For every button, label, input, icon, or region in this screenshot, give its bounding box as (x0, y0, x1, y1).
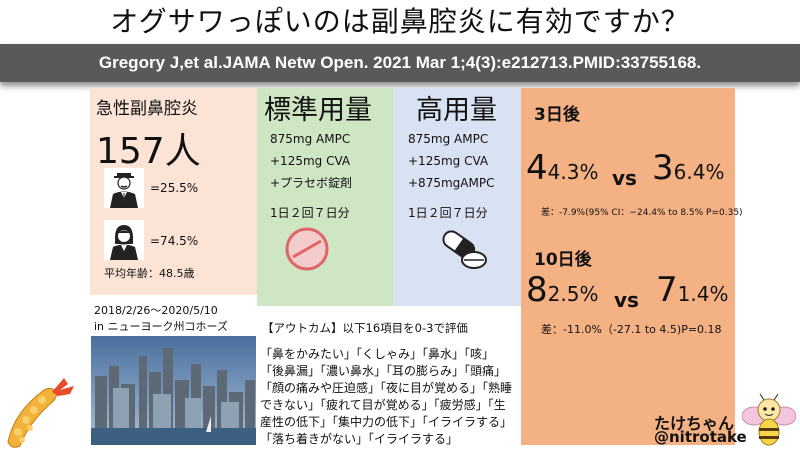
shrimp-tempura-illustration (0, 372, 80, 450)
day10-label: 10日後 (534, 250, 592, 270)
day10-standard-lead: 8 (526, 270, 548, 310)
high-dose-schedule: 1日２回７日分 (408, 206, 488, 220)
high-dose-panel (393, 88, 521, 306)
page-title: オグサワっぽいのは副鼻腔炎に有効ですか？ (110, 5, 690, 38)
author-name: たけちゃん (654, 414, 735, 433)
high-dose-line-1: 875mg AMPC (408, 132, 489, 146)
symptom-line-5: 産性の低下」「集中力の低下」「イライラする」 (260, 415, 513, 429)
no-tablet-icon (284, 226, 330, 276)
day3-label: 3日後 (534, 105, 580, 125)
symptom-line-2: 「後鼻漏」「濃い鼻水」「耳の膨らみ」「頭痛」 (260, 364, 507, 378)
standard-dose-line-2: +125mg CVA (270, 154, 351, 168)
patient-count: 157人 (96, 131, 201, 172)
day3-high-result: 36.4% (652, 148, 724, 188)
day3-high-lead: 3 (652, 148, 674, 188)
symptom-line-6: 「落ち着きがない」「イライラする」 (260, 432, 459, 446)
day10-standard-rest: 2.5% (547, 282, 599, 306)
day10-vs: vs (614, 288, 639, 312)
day3-standard-lead: 4 (526, 148, 548, 188)
female-pct: =74.5% (150, 234, 199, 248)
high-dose-line-3: +875mgAMPC (408, 176, 495, 190)
day10-standard-result: 82.5% (526, 270, 598, 310)
day3-standard-rest: 4.3% (547, 160, 599, 184)
average-age: 平均年齢：48.5歳 (104, 267, 195, 280)
male-pct: =25.5% (150, 181, 199, 195)
results-panel (521, 88, 735, 445)
standard-dose-panel (257, 88, 393, 306)
day10-high-lead: 7 (656, 270, 678, 310)
standard-dose-heading: 標準用量 (264, 95, 372, 126)
bee-mascot-illustration (741, 392, 797, 452)
standard-dose-line-3: +プラセボ錠剤 (270, 176, 353, 190)
day10-high-result: 71.4% (656, 270, 728, 310)
high-dose-heading: 高用量 (416, 95, 497, 126)
condition-heading: 急性副鼻腔炎 (96, 99, 198, 119)
day3-statistics: 差：-7.9%(95% CI：−24.4% to 8.5% P=0.35) (541, 208, 743, 218)
day3-standard-result: 44.3% (526, 148, 598, 188)
symptom-line-3: 「顔の痛みや圧迫感」「夜に目が覚める」「熟睡 (260, 381, 513, 395)
standard-dose-schedule: 1日２回７日分 (270, 206, 350, 220)
standard-dose-line-1: 875mg AMPC (270, 132, 351, 146)
day10-high-rest: 1.4% (677, 282, 729, 306)
outcome-title: 【アウトカム】以下16項目を0-3で評価 (262, 321, 468, 335)
symptom-line-1: 「鼻をかみたい」「くしゃみ」「鼻水」「咳」 (260, 347, 495, 361)
day3-vs: vs (612, 166, 637, 190)
male-icon (104, 168, 144, 212)
day10-statistics: 差：-11.0%（-27.1 to 4.5)P=0.18 (541, 323, 722, 336)
female-icon (104, 220, 144, 264)
citation-banner: Gregory J,et al.JAMA Netw Open. 2021 Mar… (0, 44, 800, 82)
study-location: in ニューヨーク州コホーズ (94, 320, 228, 333)
author-handle: @nitrotake (654, 428, 747, 446)
day3-high-rest: 6.4% (673, 160, 725, 184)
city-skyline-image (91, 336, 256, 445)
high-dose-line-2: +125mg CVA (408, 154, 489, 168)
study-period: 2018/2/26～2020/5/10 (94, 304, 218, 317)
capsule-tablet-icon (438, 226, 490, 276)
symptom-line-4: できない」「疲れて目が覚める」「疲労感」「生 (260, 398, 506, 412)
